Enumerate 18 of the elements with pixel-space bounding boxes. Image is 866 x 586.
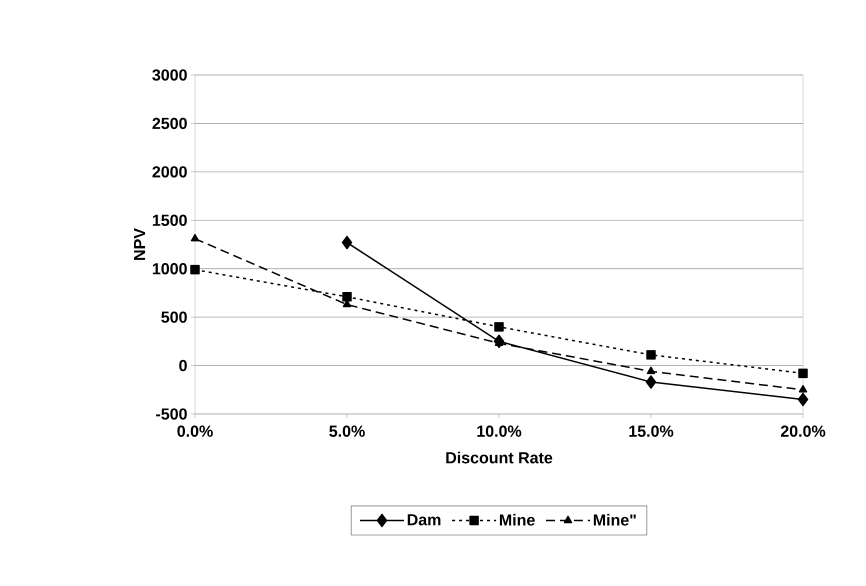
x-tick-label: 15.0% <box>629 426 674 437</box>
x-tick-label: 20.0% <box>780 426 826 437</box>
legend-label: Mine" <box>594 514 636 526</box>
y-tick-label: 3000 <box>152 69 187 81</box>
y-tick-label: 500 <box>161 311 187 323</box>
y-tick-label: 2000 <box>152 166 187 178</box>
y-tick-label: 1500 <box>152 214 187 226</box>
y-tick-label: 0 <box>179 360 187 372</box>
x-axis-title: Discount Rate <box>446 452 552 464</box>
legend-label: Mine <box>500 514 535 526</box>
y-tick-label: -500 <box>156 408 187 420</box>
y-tick-label: 1000 <box>152 263 187 274</box>
x-tick-label: 0.0% <box>177 426 213 437</box>
x-tick-label: 10.0% <box>477 426 522 437</box>
y-tick-label: 2500 <box>152 118 187 130</box>
legend-label: Dam <box>408 514 440 526</box>
y-axis-title: NPV <box>134 228 146 260</box>
x-tick-label: 5.0% <box>329 426 365 437</box>
